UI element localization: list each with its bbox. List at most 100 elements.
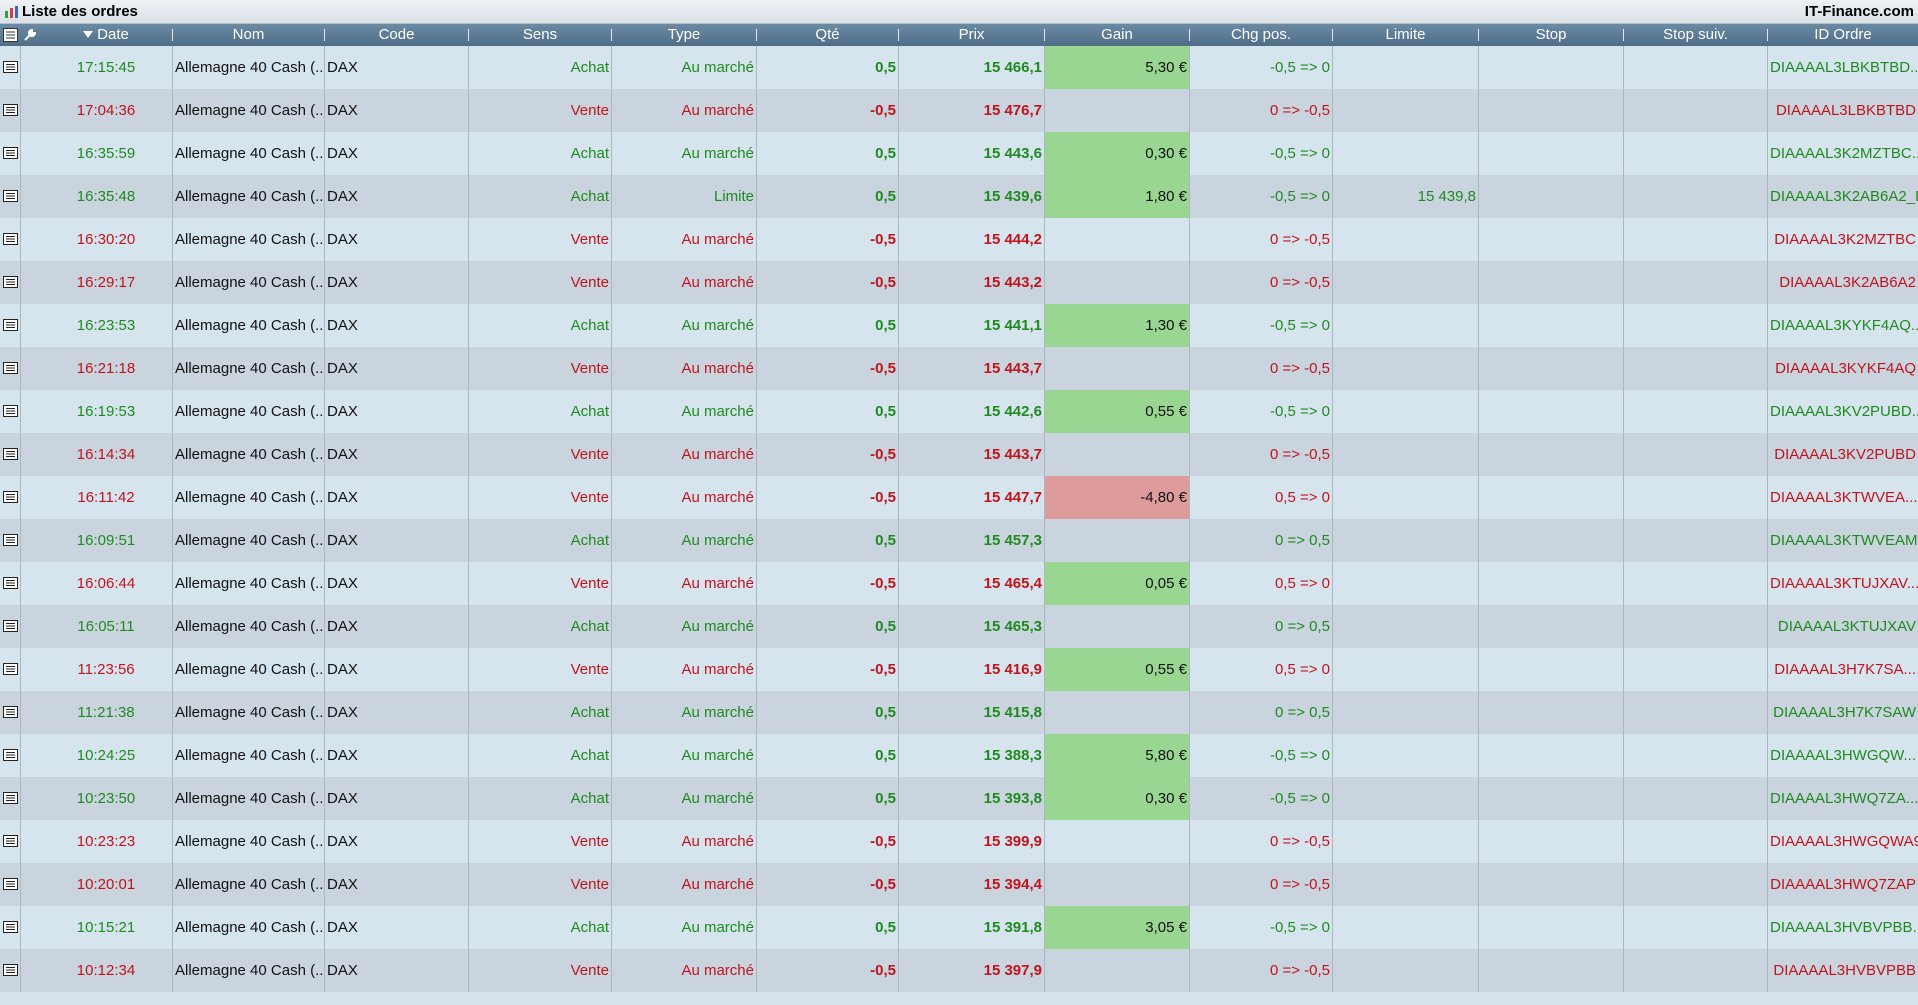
column-header-prix[interactable]: Prix bbox=[958, 26, 985, 43]
column-header-id-ordre[interactable]: ID Ordre bbox=[1814, 26, 1872, 43]
column-menu-button[interactable] bbox=[0, 24, 20, 46]
cell-prix: 15 465,4 bbox=[983, 575, 1042, 592]
cell-type: Au marché bbox=[681, 145, 754, 162]
cell-stopsuiv bbox=[1624, 949, 1767, 992]
cell-id: DIAAAAL3KYKF4AQ... bbox=[1770, 317, 1918, 334]
table-row[interactable]: 11:21:38 Allemagne 40 Cash (... DAX Achat Au… bbox=[0, 691, 1918, 734]
cell-chg: 0,5 => 0 bbox=[1274, 489, 1330, 506]
order-detail-icon[interactable] bbox=[3, 835, 18, 847]
cell-limite bbox=[1333, 777, 1478, 820]
settings-button[interactable] bbox=[20, 24, 40, 46]
cell-prix: 15 442,6 bbox=[983, 403, 1042, 420]
order-detail-icon[interactable] bbox=[3, 276, 18, 288]
order-detail-icon[interactable] bbox=[3, 491, 18, 503]
cell-code: DAX bbox=[327, 188, 358, 205]
table-row[interactable]: 16:09:51 Allemagne 40 Cash (... DAX Achat Au… bbox=[0, 519, 1918, 562]
column-header-sens[interactable]: Sens bbox=[522, 26, 558, 43]
table-row[interactable]: 10:24:25 Allemagne 40 Cash (... DAX Achat Au… bbox=[0, 734, 1918, 777]
order-detail-icon[interactable] bbox=[3, 319, 18, 331]
cell-nom: Allemagne 40 Cash (... bbox=[175, 618, 324, 635]
order-detail-icon[interactable] bbox=[3, 663, 18, 675]
column-header-chg-pos[interactable]: Chg pos. bbox=[1230, 26, 1292, 43]
cell-qte: 0,5 bbox=[875, 747, 896, 764]
table-row[interactable]: 16:35:48 Allemagne 40 Cash (... DAX Achat Li… bbox=[0, 175, 1918, 218]
table-row[interactable]: 16:19:53 Allemagne 40 Cash (... DAX Achat Au… bbox=[0, 390, 1918, 433]
table-row[interactable]: 16:23:53 Allemagne 40 Cash (... DAX Achat Au… bbox=[0, 304, 1918, 347]
cell-prix: 15 416,9 bbox=[983, 661, 1042, 678]
cell-gain: 0,30 € bbox=[1045, 777, 1189, 820]
order-detail-icon[interactable] bbox=[3, 448, 18, 460]
order-detail-icon[interactable] bbox=[3, 190, 18, 202]
cell-stop bbox=[1479, 476, 1623, 519]
cell-gain bbox=[1045, 949, 1189, 992]
table-row[interactable]: 10:15:21 Allemagne 40 Cash (... DAX Achat Au… bbox=[0, 906, 1918, 949]
cell-stop bbox=[1479, 863, 1623, 906]
column-header-stop[interactable]: Stop bbox=[1535, 26, 1567, 43]
table-row[interactable]: 16:06:44 Allemagne 40 Cash (... DAX Vente Au… bbox=[0, 562, 1918, 605]
table-row[interactable]: 16:29:17 Allemagne 40 Cash (... DAX Vente Au… bbox=[0, 261, 1918, 304]
cell-type: Au marché bbox=[681, 618, 754, 635]
cell-type: Au marché bbox=[681, 790, 754, 807]
order-detail-icon[interactable] bbox=[3, 534, 18, 546]
cell-gain bbox=[1045, 261, 1189, 304]
column-header-nom[interactable]: Nom bbox=[232, 26, 265, 43]
order-detail-icon[interactable] bbox=[3, 792, 18, 804]
table-row[interactable]: 17:15:45 Allemagne 40 Cash (... DAX Achat Au… bbox=[0, 46, 1918, 89]
order-detail-icon[interactable] bbox=[3, 749, 18, 761]
table-row[interactable]: 16:35:59 Allemagne 40 Cash (... DAX Achat Au… bbox=[0, 132, 1918, 175]
cell-type: Au marché bbox=[681, 919, 754, 936]
column-header-stop-suiv[interactable]: Stop suiv. bbox=[1663, 26, 1728, 43]
table-row[interactable]: 10:20:01 Allemagne 40 Cash (... DAX Vente Au… bbox=[0, 863, 1918, 906]
order-detail-icon[interactable] bbox=[3, 878, 18, 890]
cell-gain bbox=[1045, 605, 1189, 648]
order-detail-icon[interactable] bbox=[3, 104, 18, 116]
cell-sens: Achat bbox=[570, 403, 609, 420]
table-row[interactable]: 17:04:36 Allemagne 40 Cash (... DAX Vente Au… bbox=[0, 89, 1918, 132]
column-header-qte[interactable]: Qté bbox=[815, 26, 840, 43]
order-detail-icon[interactable] bbox=[3, 706, 18, 718]
table-row[interactable]: 16:14:34 Allemagne 40 Cash (... DAX Vente Au… bbox=[0, 433, 1918, 476]
table-row[interactable]: 16:30:20 Allemagne 40 Cash (... DAX Vente Au… bbox=[0, 218, 1918, 261]
cell-type: Au marché bbox=[681, 833, 754, 850]
cell-chg: -0,5 => 0 bbox=[1269, 747, 1330, 764]
cell-chg: 0 => -0,5 bbox=[1269, 231, 1330, 248]
cell-type: Au marché bbox=[681, 274, 754, 291]
order-detail-icon[interactable] bbox=[3, 964, 18, 976]
order-detail-icon[interactable] bbox=[3, 620, 18, 632]
cell-nom: Allemagne 40 Cash (... bbox=[175, 661, 324, 678]
table-row[interactable]: 16:21:18 Allemagne 40 Cash (... DAX Vente Au… bbox=[0, 347, 1918, 390]
cell-stopsuiv bbox=[1624, 261, 1767, 304]
column-header-code[interactable]: Code bbox=[378, 26, 415, 43]
column-header-limite[interactable]: Limite bbox=[1385, 26, 1426, 43]
column-header-gain[interactable]: Gain bbox=[1101, 26, 1133, 43]
cell-gain: 0,55 € bbox=[1045, 648, 1189, 691]
cell-gain: 0,05 € bbox=[1045, 562, 1189, 605]
order-detail-icon[interactable] bbox=[3, 577, 18, 589]
table-row[interactable]: 11:23:56 Allemagne 40 Cash (... DAX Vente Au… bbox=[0, 648, 1918, 691]
cell-gain: 5,80 € bbox=[1045, 734, 1189, 777]
cell-stopsuiv bbox=[1624, 46, 1767, 89]
order-detail-icon[interactable] bbox=[3, 405, 18, 417]
cell-nom: Allemagne 40 Cash (... bbox=[175, 575, 324, 592]
column-header-type[interactable]: Type bbox=[667, 26, 701, 43]
cell-id: DIAAAAL3HWGQW... bbox=[1770, 747, 1916, 764]
cell-code: DAX bbox=[327, 231, 358, 248]
order-detail-icon[interactable] bbox=[3, 147, 18, 159]
order-detail-icon[interactable] bbox=[3, 362, 18, 374]
cell-date: 10:24:25 bbox=[76, 747, 136, 764]
cell-sens: Vente bbox=[570, 876, 609, 893]
cell-id: DIAAAAL3LBKBTBD bbox=[1775, 102, 1916, 119]
column-header-date[interactable]: Date bbox=[40, 24, 172, 46]
table-row[interactable]: 16:11:42 Allemagne 40 Cash (... DAX Vente Au… bbox=[0, 476, 1918, 519]
order-detail-icon[interactable] bbox=[3, 61, 18, 73]
order-detail-icon[interactable] bbox=[3, 233, 18, 245]
cell-type: Au marché bbox=[681, 704, 754, 721]
table-row[interactable]: 10:23:50 Allemagne 40 Cash (... DAX Achat Au… bbox=[0, 777, 1918, 820]
cell-date: 16:29:17 bbox=[76, 274, 136, 291]
table-row[interactable]: 16:05:11 Allemagne 40 Cash (... DAX Achat Au… bbox=[0, 605, 1918, 648]
table-row[interactable]: 10:12:34 Allemagne 40 Cash (... DAX Vente Au… bbox=[0, 949, 1918, 992]
order-detail-icon[interactable] bbox=[3, 921, 18, 933]
table-header: Date Nom Code Sens Type Qté Prix Gain Ch… bbox=[0, 24, 1918, 46]
cell-stop bbox=[1479, 605, 1623, 648]
table-row[interactable]: 10:23:23 Allemagne 40 Cash (... DAX Vente Au… bbox=[0, 820, 1918, 863]
